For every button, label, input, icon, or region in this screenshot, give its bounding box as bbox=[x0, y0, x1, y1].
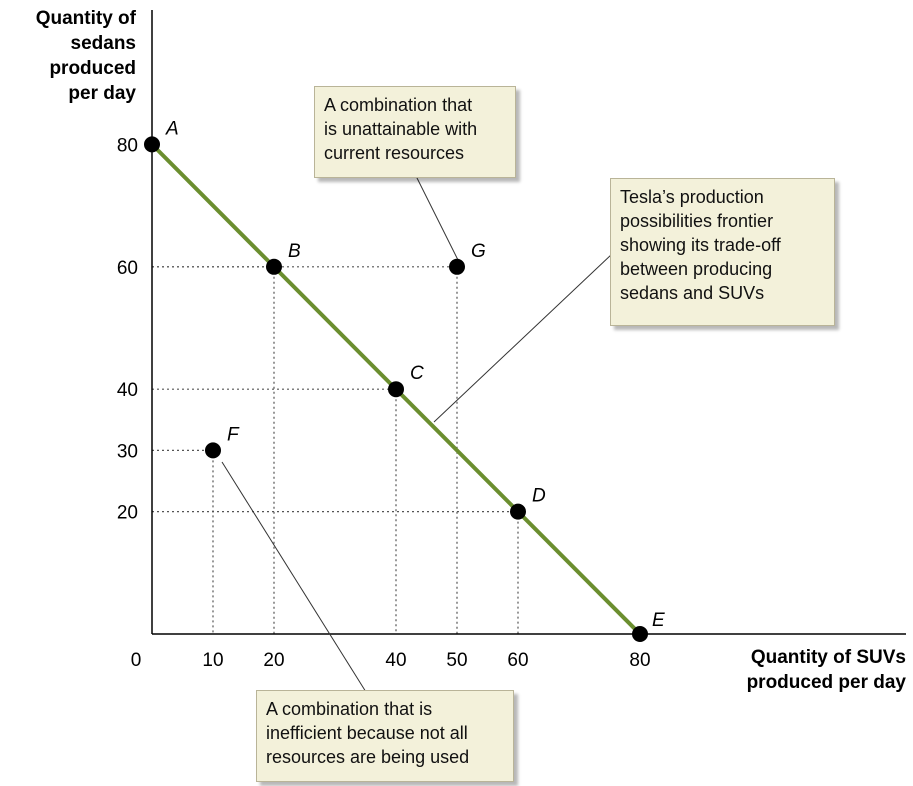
callout-line: sedans and SUVs bbox=[620, 283, 765, 303]
callout-leader-line bbox=[415, 175, 459, 261]
x-tick-label: 80 bbox=[629, 650, 650, 671]
data-point-d bbox=[510, 503, 526, 520]
callout-leader-line bbox=[221, 461, 367, 693]
data-point-c bbox=[388, 381, 404, 398]
y-tick-label: 30 bbox=[117, 441, 138, 462]
point-label: C bbox=[410, 363, 424, 384]
x-axis-label-line: produced per day bbox=[746, 672, 906, 693]
x-axis-label: Quantity of SUVs produced per day bbox=[700, 645, 906, 695]
callout-line: A combination that bbox=[324, 95, 473, 115]
y-tick-label: 40 bbox=[117, 380, 138, 401]
point-label: F bbox=[227, 424, 240, 445]
x-tick-label: 0 bbox=[131, 650, 142, 671]
callout-frontier: Tesla’s production possibilities frontie… bbox=[610, 178, 835, 326]
point-label: G bbox=[471, 241, 486, 262]
callout-line: is unattainable with bbox=[324, 119, 478, 139]
callout-leader-line bbox=[433, 253, 613, 423]
y-tick-label: 20 bbox=[117, 503, 138, 524]
y-axis-label-line: sedans bbox=[70, 33, 136, 54]
y-tick-label: 60 bbox=[117, 258, 138, 279]
point-label: A bbox=[165, 118, 179, 139]
y-axis-label-line: produced bbox=[49, 58, 136, 79]
point-label: D bbox=[532, 486, 546, 507]
callout-inefficient: A combination that is inefficient becaus… bbox=[256, 690, 514, 782]
x-tick-label: 10 bbox=[202, 650, 223, 671]
data-point-b bbox=[266, 258, 282, 275]
callout-line: inefficient because not all bbox=[266, 723, 468, 743]
callout-line: resources are being used bbox=[266, 747, 470, 767]
y-tick-label: 80 bbox=[117, 135, 138, 156]
y-axis-label: Quantity of sedans produced per day bbox=[4, 6, 136, 106]
callout-line: A combination that is bbox=[266, 699, 433, 719]
data-point-g bbox=[449, 258, 465, 275]
x-tick-label: 50 bbox=[446, 650, 467, 671]
callout-line: possibilities frontier bbox=[620, 211, 774, 231]
point-label: E bbox=[652, 610, 665, 631]
callout-line: Tesla’s production bbox=[620, 187, 764, 207]
x-tick-label: 60 bbox=[507, 650, 528, 671]
point-label: B bbox=[288, 241, 301, 262]
x-tick-label: 40 bbox=[385, 650, 406, 671]
data-point-e bbox=[632, 626, 648, 642]
callout-line: between producing bbox=[620, 259, 773, 279]
x-axis-label-line: Quantity of SUVs bbox=[750, 647, 906, 668]
callout-unattainable: A combination that is unattainable with … bbox=[314, 86, 516, 178]
callout-line: showing its trade-off bbox=[620, 235, 781, 255]
callout-line: current resources bbox=[324, 143, 465, 163]
y-axis-label-line: Quantity of bbox=[35, 8, 136, 29]
y-axis-label-line: per day bbox=[68, 83, 136, 104]
data-point-a bbox=[144, 136, 160, 153]
x-tick-label: 20 bbox=[263, 650, 284, 671]
data-point-f bbox=[205, 442, 221, 459]
